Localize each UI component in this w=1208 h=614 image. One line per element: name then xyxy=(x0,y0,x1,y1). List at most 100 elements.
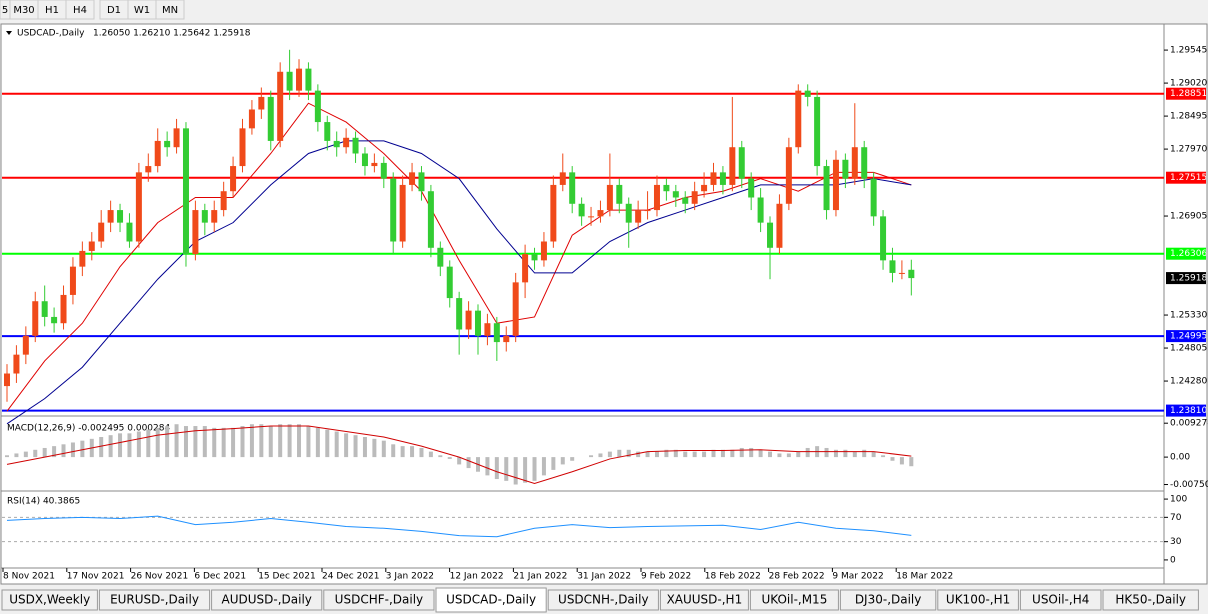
candle-body xyxy=(748,178,755,198)
macd-bar xyxy=(344,433,349,458)
macd-bar xyxy=(419,447,424,458)
macd-bar xyxy=(862,449,867,458)
tab[interactable] xyxy=(749,589,839,611)
timeframe-label[interactable]: 5 xyxy=(2,5,8,16)
macd-bar xyxy=(146,429,151,458)
tab[interactable] xyxy=(1102,589,1199,611)
tab-label[interactable]: UKOil-,M15 xyxy=(761,593,827,607)
macd-bar xyxy=(23,451,28,458)
candle-body xyxy=(729,147,736,185)
candle-body xyxy=(898,272,905,274)
macd-bar xyxy=(174,424,179,458)
macd-bar xyxy=(278,424,283,458)
candle-body xyxy=(653,184,660,211)
macd-bar xyxy=(136,431,141,458)
macd-bar xyxy=(315,427,320,458)
macd-bar xyxy=(127,433,132,458)
level-label-box xyxy=(1166,247,1206,260)
tab-label[interactable]: USDCHF-,Daily xyxy=(335,593,423,607)
macd-bar xyxy=(730,449,735,458)
macd-bar xyxy=(654,451,659,458)
x-tick-label: 24 Dec 2021 xyxy=(322,572,380,582)
macd-bar xyxy=(899,457,904,465)
candle-body xyxy=(465,310,472,330)
y-tick-label: 0.009278 xyxy=(1170,419,1208,429)
candle-body xyxy=(672,191,679,198)
tab-label[interactable]: USDX,Weekly xyxy=(9,593,90,607)
candle-body xyxy=(785,147,792,204)
x-tick-label: 9 Mar 2022 xyxy=(832,572,883,582)
candle-body xyxy=(484,323,491,336)
timeframe-button[interactable] xyxy=(65,0,95,20)
timeframe-label[interactable]: MN xyxy=(162,5,178,16)
tab-label[interactable]: EURUSD-,Daily xyxy=(110,593,199,607)
ma-slow xyxy=(6,140,912,425)
tab-label[interactable]: DJ30-,Daily xyxy=(855,593,922,607)
candle-body xyxy=(578,203,585,217)
candle-body xyxy=(682,197,689,204)
tab-label[interactable]: USOil-,H4 xyxy=(1032,593,1089,607)
macd-bar xyxy=(400,446,405,458)
macd-bar xyxy=(711,449,716,458)
macd-bar xyxy=(447,457,452,459)
macd-bar xyxy=(165,426,170,458)
y-tick-label: 100 xyxy=(1170,495,1187,505)
timeframe-label[interactable]: H4 xyxy=(73,5,87,16)
timeframe-label[interactable]: W1 xyxy=(134,5,150,16)
candle-body xyxy=(324,122,331,141)
candle-body xyxy=(644,210,651,212)
tab[interactable] xyxy=(323,589,435,611)
macd-bar xyxy=(758,449,763,458)
candle-body xyxy=(107,210,114,223)
macd-bar xyxy=(325,429,330,458)
candle-body xyxy=(710,172,717,185)
candle-body xyxy=(588,216,595,218)
macd-bar xyxy=(268,426,273,458)
macd-bar xyxy=(52,446,57,458)
timeframe-label[interactable]: H1 xyxy=(45,5,59,16)
x-tick-label: 8 Nov 2021 xyxy=(3,572,55,582)
macd-bar xyxy=(890,457,895,461)
macd-bar xyxy=(532,457,537,481)
candle-body xyxy=(418,172,425,192)
macd-bar xyxy=(428,451,433,458)
timeframe-label[interactable]: M30 xyxy=(13,5,34,16)
macd-bar xyxy=(560,457,565,465)
tab[interactable] xyxy=(547,589,659,611)
candle-body xyxy=(390,178,397,242)
level-label-box xyxy=(1166,87,1206,100)
collapse-icon[interactable] xyxy=(6,31,12,35)
tab[interactable] xyxy=(98,589,211,611)
candle-body xyxy=(493,323,500,343)
x-tick-label: 17 Nov 2021 xyxy=(67,572,125,582)
x-tick-label: 31 Jan 2022 xyxy=(577,572,631,582)
candle-body xyxy=(842,159,849,179)
tab[interactable] xyxy=(937,589,1019,611)
tab[interactable] xyxy=(1019,589,1102,611)
macd-bar xyxy=(240,426,245,458)
candle-body xyxy=(117,210,124,223)
tab-label[interactable]: AUDUSD-,Daily xyxy=(222,593,312,607)
y-tick-label: 1.28495 xyxy=(1170,112,1207,122)
tab[interactable] xyxy=(211,589,323,611)
candle-body xyxy=(437,247,444,267)
macd-bar xyxy=(391,444,396,458)
timeframe-label[interactable]: D1 xyxy=(107,5,121,16)
tab-label[interactable]: USDCNH-,Daily xyxy=(558,593,649,607)
tab[interactable] xyxy=(1,589,98,611)
tab[interactable] xyxy=(659,589,749,611)
candle-body xyxy=(569,172,576,204)
active-tab[interactable] xyxy=(435,587,547,613)
tab-label[interactable]: UK100-,H1 xyxy=(946,593,1010,607)
tab-label[interactable]: XAUUSD-,H1 xyxy=(667,593,743,607)
tab-label[interactable]: HK50-,Daily xyxy=(1115,593,1186,607)
tab[interactable] xyxy=(839,589,937,611)
x-tick-label: 18 Mar 2022 xyxy=(896,572,953,582)
candle-body xyxy=(597,210,604,217)
candle-body xyxy=(145,166,152,173)
timeframe-button[interactable] xyxy=(155,0,185,20)
tab-label[interactable]: USDCAD-,Daily xyxy=(446,593,536,607)
y-tick-label: 1.25330 xyxy=(1170,311,1207,321)
macd-bar xyxy=(692,451,697,458)
